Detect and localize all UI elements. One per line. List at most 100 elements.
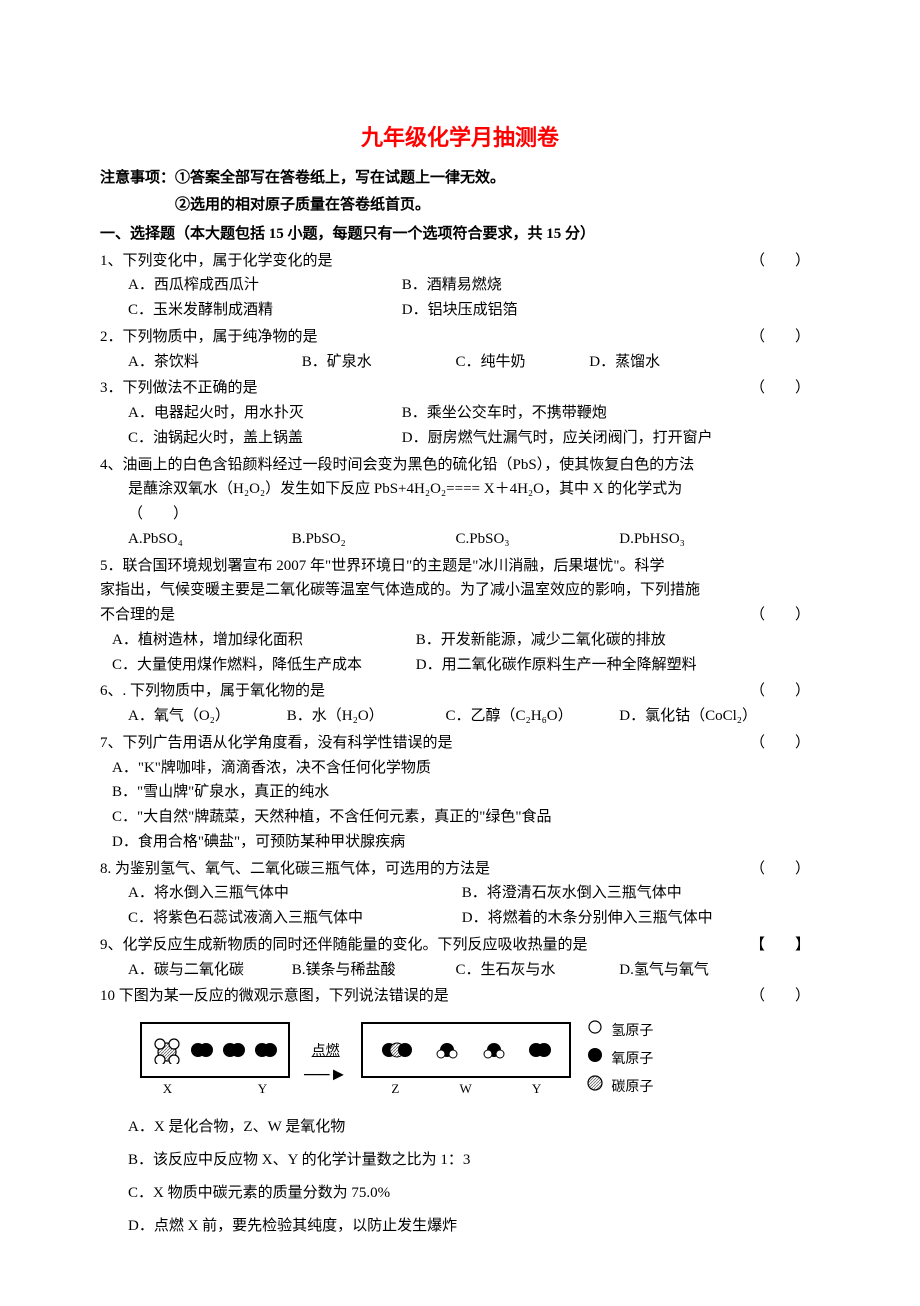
answer-blank: （ ）	[750, 679, 810, 704]
molecule-w-icon	[435, 1040, 459, 1060]
q6-opt-b: B．水（H₂O）	[287, 704, 442, 729]
q6-opt-a: A．氧气（O₂）	[128, 704, 283, 729]
q8-opt-d: D．将燃着的木条分别伸入三瓶气体中	[462, 906, 713, 931]
oxygen-atom-icon	[587, 1047, 603, 1071]
molecule-y-icon	[254, 1038, 278, 1062]
question-5: 5．联合国环境规划署宣布 2007 年"世界环境日"的主题是"冰川消融，后果堪忧…	[100, 554, 820, 678]
q5-opt-c: C．大量使用煤作燃料，降低生产成本	[112, 653, 412, 678]
answer-blank: （ ）	[750, 731, 810, 756]
answer-blank: （ ）	[750, 249, 810, 274]
q5-stem1: 5．联合国环境规划署宣布 2007 年"世界环境日"的主题是"冰川消融，后果堪忧…	[100, 554, 820, 579]
q10-stem: 10 下图为某一反应的微观示意图，下列说法错误的是	[100, 988, 449, 1004]
q9-opt-c: C．生石灰与水	[456, 958, 616, 983]
answer-blank: 【 】	[750, 933, 810, 958]
reaction-arrow: 点燃 ──►	[304, 1040, 347, 1083]
question-7: 7、下列广告用语从化学角度看，没有科学性错误的是 （ ） A．"K"牌咖啡，滴滴香…	[100, 731, 820, 855]
reactants-box	[140, 1022, 290, 1078]
answer-blank: （ ）	[750, 857, 810, 882]
answer-blank: （ ）	[750, 603, 810, 628]
q10-opt-b: B．该反应中反应物 X、Y 的化学计量数之比为 1：3	[128, 1148, 820, 1173]
molecule-y-icon	[222, 1038, 246, 1062]
q8-opt-b: B．将澄清石灰水倒入三瓶气体中	[462, 881, 682, 906]
arrow-icon: ──►	[304, 1065, 347, 1083]
q8-opt-a: A．将水倒入三瓶气体中	[128, 881, 458, 906]
q2-opt-c: C．纯牛奶	[456, 350, 586, 375]
q7-opt-a: A．"K"牌咖啡，滴滴香浓，决不含任何化学物质	[112, 756, 820, 781]
q2-stem: 2．下列物质中，属于纯净物的是	[100, 329, 318, 345]
answer-blank: （ ）	[750, 325, 810, 350]
label-y: Y	[258, 1078, 267, 1099]
question-3: 3．下列做法不正确的是（ ） A．电器起火时，用水扑灭 B．乘坐公交车时，不携带…	[100, 376, 820, 450]
hydrogen-atom-icon	[587, 1019, 603, 1043]
legend-o: 氧原子	[611, 1048, 653, 1071]
q7-opt-d: D．食用合格"碘盐"，可预防某种甲状腺疾病	[112, 830, 820, 855]
q7-opt-c: C．"大自然"牌蔬菜，天然种植，不含任何元素，真正的"绿色"食品	[112, 805, 820, 830]
q8-stem: 8. 为鉴别氢气、氧气、二氧化碳三瓶气体，可选用的方法是	[100, 861, 490, 877]
question-2: 2．下列物质中，属于纯净物的是 （ ） A．茶饮料 B．矿泉水 C．纯牛奶 D．蒸…	[100, 325, 820, 375]
q1-stem: 1、下列变化中，属于化学变化的是	[100, 253, 333, 269]
q9-opt-d: D.氢气与氧气	[619, 958, 709, 983]
q2-opt-a: A．茶饮料	[128, 350, 298, 375]
q1-opt-a: A．西瓜榨成西瓜汁	[128, 273, 398, 298]
molecule-w-icon	[482, 1040, 506, 1060]
q7-stem: 7、下列广告用语从化学角度看，没有科学性错误的是	[100, 735, 453, 751]
q4-opt-b: B.PbSO₂	[292, 527, 452, 552]
q4-opt-c: C.PbSO₃	[456, 527, 616, 552]
q3-opt-d: D．厨房燃气灶漏气时，应关闭阀门，打开窗户	[402, 426, 713, 451]
legend-c: 碳原子	[611, 1076, 653, 1099]
label-x: X	[163, 1078, 172, 1099]
q5-opt-d: D．用二氧化碳作原料生产一种全降解塑料	[416, 657, 697, 673]
question-9: 9、化学反应生成新物质的同时还伴随能量的变化。下列反应吸收热量的是 【 】 A．碳…	[100, 933, 820, 983]
question-8: 8. 为鉴别氢气、氧气、二氧化碳三瓶气体，可选用的方法是 （ ） A．将水倒入三瓶…	[100, 857, 820, 931]
q6-stem: 6、. 下列物质中，属于氧化物的是	[100, 683, 325, 699]
q4-opt-d: D.PbHSO₃	[619, 527, 685, 552]
molecule-z-icon	[381, 1040, 413, 1060]
q4-stem2: 是蘸涂双氧水（H₂O₂）发生如下反应 PbS+4H₂O₂==== X＋4H₂O，…	[128, 477, 820, 502]
q5-opt-a: A．植树造林，增加绿化面积	[112, 628, 412, 653]
q5-opt-b: B．开发新能源，减少二氧化碳的排放	[416, 632, 666, 648]
q9-opt-a: A．碳与二氧化碳	[128, 958, 288, 983]
reaction-diagram: X Y 点燃 ──► Z W Y 氢原子 氧原子 碳原子	[140, 1019, 820, 1103]
q9-opt-b: B.镁条与稀盐酸	[292, 958, 452, 983]
answer-blank: （ ）	[128, 502, 820, 527]
q5-stem3: 不合理的是	[100, 607, 175, 623]
notice-1: 注意事项：①答案全部写在答卷纸上，写在试题上一律无效。	[100, 166, 820, 191]
products-box	[361, 1022, 571, 1078]
question-10: 10 下图为某一反应的微观示意图，下列说法错误的是 （ ）	[100, 984, 820, 1238]
q3-opt-c: C．油锅起火时，盖上锅盖	[128, 426, 398, 451]
q2-opt-d: D．蒸馏水	[589, 350, 660, 375]
q6-opt-d: D．氯化钴（CoCl₂）	[619, 704, 757, 729]
section1-header: 一、选择题（本大题包括 15 小题，每题只有一个选项符合要求，共 15 分）	[100, 222, 820, 247]
q1-opt-d: D．铝块压成铝箔	[402, 298, 518, 323]
q4-stem1: 4、油画上的白色含铅颜料经过一段时间会变为黑色的硫化铅（PbS），使其恢复白色的…	[100, 453, 820, 478]
q4-opt-a: A.PbSO₄	[128, 527, 288, 552]
q7-opt-b: B．"雪山牌"矿泉水，真正的纯水	[112, 780, 820, 805]
q5-stem2: 家指出，气候变暖主要是二氧化碳等温室气体造成的。为了减小温室效应的影响，下列措施	[100, 578, 820, 603]
diagram-legend: 氢原子 氧原子 碳原子	[587, 1019, 653, 1103]
notice-2: ②选用的相对原子质量在答卷纸首页。	[175, 193, 820, 218]
question-4: 4、油画上的白色含铅颜料经过一段时间会变为黑色的硫化铅（PbS），使其恢复白色的…	[100, 453, 820, 552]
molecule-y-icon	[528, 1038, 552, 1062]
molecule-y-icon	[190, 1038, 214, 1062]
arrow-label: 点燃	[312, 1040, 340, 1063]
question-1: 1、下列变化中，属于化学变化的是 （ ） A．西瓜榨成西瓜汁 B．酒精易燃烧 C．…	[100, 249, 820, 323]
q10-opt-d: D．点燃 X 前，要先检验其纯度，以防止发生爆炸	[128, 1214, 820, 1239]
legend-h: 氢原子	[611, 1020, 653, 1043]
q8-opt-c: C．将紫色石蕊试液滴入三瓶气体中	[128, 906, 458, 931]
q2-opt-b: B．矿泉水	[302, 350, 452, 375]
question-6: 6、. 下列物质中，属于氧化物的是 （ ） A．氧气（O₂） B．水（H₂O） C…	[100, 679, 820, 729]
q10-opt-a: A．X 是化合物，Z、W 是氧化物	[128, 1115, 820, 1140]
q1-opt-c: C．玉米发酵制成酒精	[128, 298, 398, 323]
q3-opt-a: A．电器起火时，用水扑灭	[128, 401, 398, 426]
carbon-atom-icon	[587, 1075, 603, 1099]
q1-opt-b: B．酒精易燃烧	[402, 273, 502, 298]
molecule-x-icon	[152, 1036, 182, 1064]
q9-stem: 9、化学反应生成新物质的同时还伴随能量的变化。下列反应吸收热量的是	[100, 937, 588, 953]
q10-opt-c: C．X 物质中碳元素的质量分数为 75.0%	[128, 1181, 820, 1206]
answer-blank: （ ）	[750, 984, 810, 1009]
q3-stem: 3．下列做法不正确的是	[100, 380, 258, 396]
label-y2: Y	[532, 1078, 541, 1099]
label-z: Z	[391, 1078, 399, 1099]
q6-opt-c: C．乙醇（C₂H₆O）	[446, 704, 616, 729]
q3-opt-b: B．乘坐公交车时，不携带鞭炮	[402, 401, 607, 426]
